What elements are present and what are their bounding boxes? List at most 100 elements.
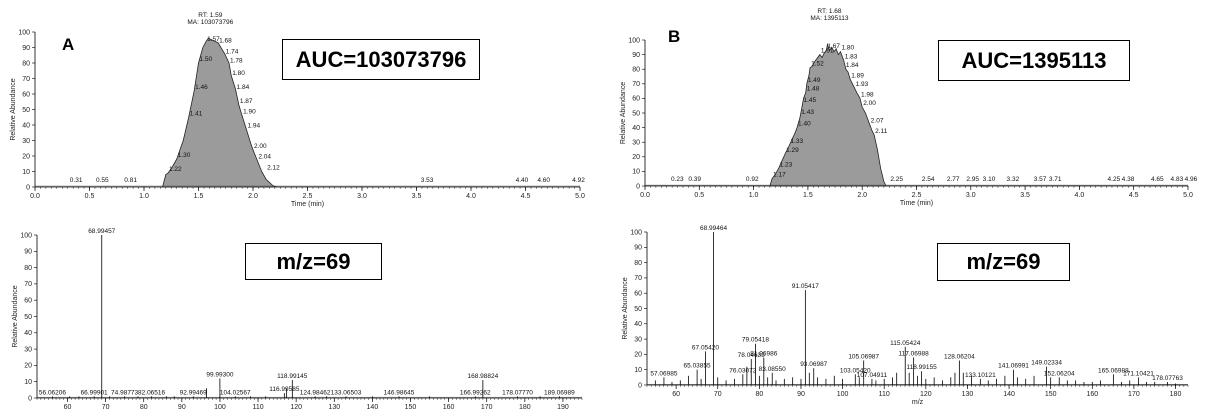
y-tick-label: 80: [634, 260, 642, 267]
y-tick-label: 40: [22, 122, 30, 129]
peak-area: [162, 37, 278, 188]
ms-peak-label: 99.99300: [206, 371, 233, 378]
x-tick-label: 60: [672, 391, 680, 398]
x-axis-title: Time (min): [900, 200, 933, 207]
x-tick-label: 1.0: [139, 193, 149, 200]
y-tick-label: 10: [634, 367, 642, 374]
x-tick-label: 110: [879, 391, 890, 398]
rt-annotation: 3.32: [1007, 176, 1020, 183]
rt-annotation: 0.31: [70, 177, 83, 184]
rt-annotation: 2.00: [254, 143, 267, 150]
x-tick-label: 4.5: [1129, 192, 1139, 199]
ms-peak-label: 166.99262: [460, 389, 491, 396]
rt-annotation: 2.00: [863, 100, 876, 107]
rt-annotation: 1.40: [798, 121, 811, 128]
y-tick-label: 20: [24, 363, 32, 370]
y-tick-label: 20: [634, 352, 642, 359]
chart-b-mass-spectrum: 0 10 20 30 40 50 60 70 80 90 100 60 70 80 90 100 110 120 1…: [622, 225, 1189, 406]
rt-annotation: 0.39: [688, 176, 701, 183]
y-tick-label: 80: [22, 60, 30, 67]
y-axis-title: Relative Abundance: [12, 285, 19, 347]
rt-annotation: 2.54: [922, 176, 935, 183]
x-tick-label: 60: [64, 404, 72, 409]
y-tick-label: 50: [24, 314, 32, 321]
panel-letter: B: [668, 27, 680, 46]
peak-apex-label: MA: 1395113: [810, 15, 849, 22]
ms-peak-label: 93.06987: [800, 361, 827, 368]
x-tick-label: 0.0: [640, 192, 650, 199]
rt-annotation: 1.23: [780, 161, 793, 168]
rt-annotation: 1.80: [841, 45, 854, 52]
x-tick-label: 180: [1170, 391, 1182, 398]
ms-peak-label: 115.05424: [890, 340, 921, 347]
rt-annotation: 1.61: [821, 48, 834, 55]
ms-peak-label: 146.98645: [384, 389, 415, 396]
y-tick-label: 80: [24, 265, 32, 272]
ms-peak-label: 116.99585: [269, 386, 300, 393]
peak-area: [769, 42, 887, 187]
rt-annotation: 1.90: [243, 109, 256, 116]
y-tick-label: 30: [634, 336, 642, 343]
rt-annotation: 4.96: [1185, 176, 1198, 183]
x-tick-label: 170: [1128, 391, 1140, 398]
y-tick-label: 90: [632, 52, 640, 59]
ms-peak-label: 79.05418: [742, 337, 769, 344]
rt-annotation: 0.55: [96, 177, 109, 184]
x-tick-label: 140: [367, 404, 379, 409]
y-tick-label: 60: [22, 91, 30, 98]
panel-letter: A: [62, 35, 74, 54]
ms-peak-label: 91.05417: [792, 283, 819, 290]
y-tick-label: 30: [22, 138, 30, 145]
ms-peak-label: 66.99901: [81, 389, 108, 396]
rt-annotation: 1.84: [846, 62, 859, 69]
x-tick-label: 90: [178, 404, 186, 409]
x-tick-label: 130: [328, 404, 340, 409]
x-tick-label: 100: [214, 404, 226, 409]
rt-annotation: 1.74: [226, 48, 239, 55]
x-tick-label: 90: [797, 391, 805, 398]
x-tick-label: 2.0: [857, 192, 867, 199]
x-tick-label: 3.0: [357, 193, 367, 200]
y-tick-label: 70: [634, 275, 642, 282]
x-tick-label: 190: [557, 404, 569, 409]
rt-annotation: 4.83: [1171, 176, 1184, 183]
x-tick-label: 0.0: [30, 193, 40, 200]
y-tick-label: 40: [634, 321, 642, 328]
ms-peak-label: 65.03855: [684, 363, 711, 370]
ms-peak-label: 133.10121: [965, 372, 996, 379]
rt-annotation: 1.87: [240, 98, 253, 105]
x-tick-label: 80: [140, 404, 148, 409]
rt-annotation: 4.60: [537, 177, 550, 184]
ms-peak-label: 104.02567: [220, 389, 251, 396]
x-tick-label: 70: [714, 391, 722, 398]
y-tick-label: 80: [632, 67, 640, 74]
ms-peak-label: 81.06986: [750, 350, 777, 357]
x-tick-label: 100: [837, 391, 849, 398]
x-tick-label: 130: [962, 391, 974, 398]
rt-annotation: 1.50: [200, 56, 213, 63]
y-tick-label: 0: [26, 184, 30, 191]
ms-peak-label: 149.02334: [1031, 360, 1062, 367]
ms-peak-label: 141.06991: [998, 363, 1029, 370]
ms-peak-label: 78.04639: [738, 352, 765, 359]
y-tick-label: 100: [20, 232, 32, 239]
ms-peak-label: 56.06206: [39, 389, 66, 396]
x-tick-label: 160: [443, 404, 455, 409]
y-tick-label: 30: [632, 140, 640, 147]
ms-peak-label: 128.06204: [944, 354, 975, 361]
ms-peak-label: 68.99464: [700, 225, 727, 232]
x-tick-label: 2.5: [912, 192, 922, 199]
auc-box-b: AUC=1395113: [938, 40, 1130, 81]
y-tick-label: 0: [28, 395, 32, 402]
y-tick-label: 70: [22, 76, 30, 83]
rt-annotation: 1.33: [790, 138, 803, 145]
rt-annotation: 1.89: [851, 72, 864, 79]
x-tick-label: 120: [920, 391, 932, 398]
y-tick-label: 0: [638, 382, 642, 389]
rt-annotation: 1.43: [801, 109, 814, 116]
x-tick-label: 3.5: [1020, 192, 1030, 199]
rt-annotation: 1.41: [190, 110, 203, 117]
y-tick-label: 10: [24, 379, 32, 386]
rt-annotation: 2.07: [871, 118, 884, 125]
rt-annotation: 3.53: [421, 177, 434, 184]
